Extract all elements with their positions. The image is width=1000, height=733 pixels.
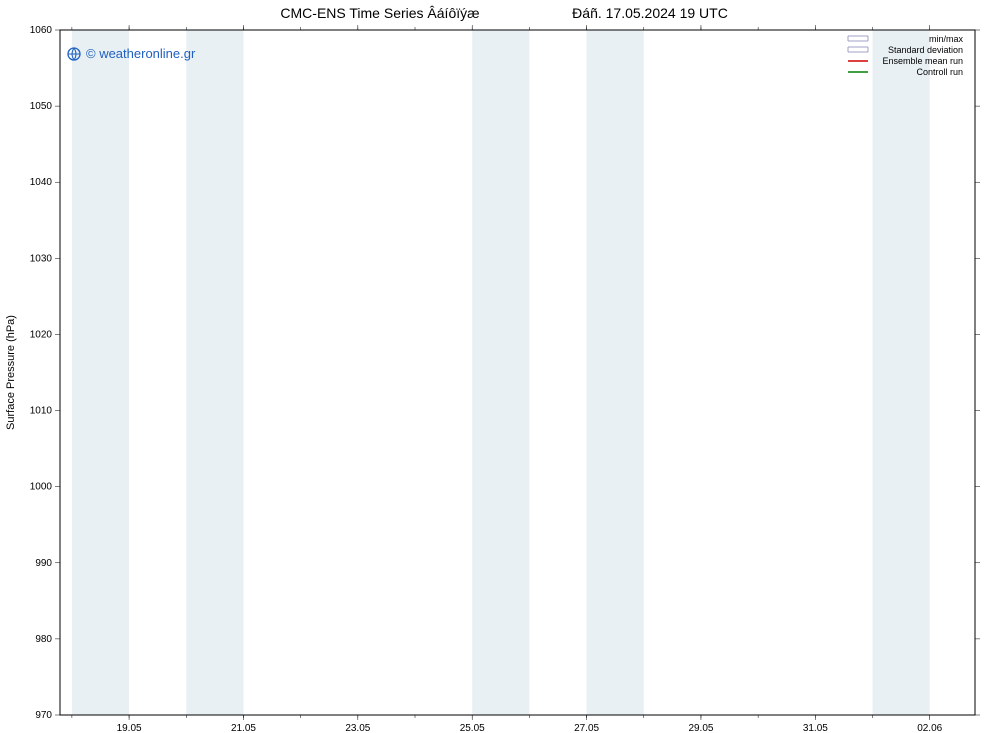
x-tick-label: 25.05 bbox=[460, 723, 485, 733]
y-tick-label: 980 bbox=[35, 634, 52, 645]
y-tick-label: 1000 bbox=[30, 482, 53, 493]
y-axis-label: Surface Pressure (hPa) bbox=[5, 315, 17, 430]
x-tick-label: 27.05 bbox=[574, 723, 599, 733]
y-tick-label: 1060 bbox=[30, 25, 53, 36]
x-tick-label: 29.05 bbox=[688, 723, 713, 733]
chart-svg: 970 980 990 1000 1010 1020 1030 1040 1050 1060 19.… bbox=[0, 0, 1000, 733]
chart-title-left: CMC-ENS Time Series Âáíôïýæ bbox=[280, 5, 479, 21]
y-tick-label: 970 bbox=[35, 710, 52, 721]
y-tick-label: 1040 bbox=[30, 177, 53, 188]
y-tick-label: 1010 bbox=[30, 406, 53, 417]
x-tick-label: 02.06 bbox=[917, 723, 942, 733]
x-tick-label: 23.05 bbox=[345, 723, 370, 733]
night-band bbox=[873, 30, 930, 715]
night-band bbox=[72, 30, 129, 715]
legend-label: Controll run bbox=[916, 67, 963, 77]
legend-label: Standard deviation bbox=[888, 45, 963, 55]
y-tick-label: 1020 bbox=[30, 329, 53, 340]
y-tick-label: 990 bbox=[35, 558, 52, 569]
y-tick-label: 1030 bbox=[30, 253, 53, 264]
watermark-text: © weatheronline.gr bbox=[86, 46, 196, 61]
chart-title-right: Ðáñ. 17.05.2024 19 UTC bbox=[572, 5, 728, 21]
x-tick-label: 19.05 bbox=[117, 723, 142, 733]
night-band bbox=[186, 30, 243, 715]
surface-pressure-chart: 970 980 990 1000 1010 1020 1030 1040 1050 1060 19.… bbox=[0, 0, 1000, 733]
legend-label: Ensemble mean run bbox=[882, 56, 963, 66]
night-band bbox=[472, 30, 529, 715]
x-tick-label: 21.05 bbox=[231, 723, 256, 733]
x-tick-label: 31.05 bbox=[803, 723, 828, 733]
legend-label: min/max bbox=[929, 34, 964, 44]
y-tick-label: 1050 bbox=[30, 101, 53, 112]
night-band bbox=[587, 30, 644, 715]
